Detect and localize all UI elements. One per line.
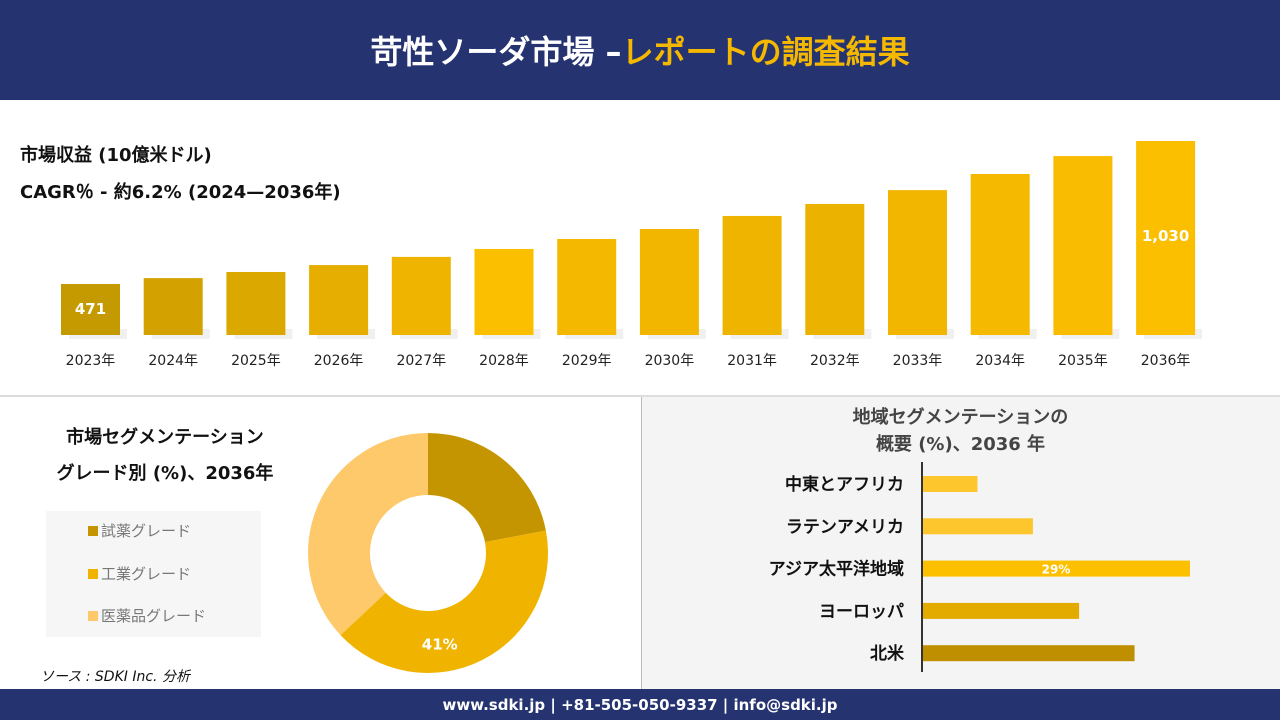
legend-swatch (88, 525, 98, 536)
footer-contact: www.sdki.jp | +81-505-050-9337 | info@sd… (0, 689, 1280, 720)
title-accent: レポートの調査結果 (621, 33, 910, 71)
region-panel (641, 397, 1280, 689)
donut-slice (340, 530, 548, 673)
x-tick-label: 2028年 (479, 353, 529, 369)
region-title: 地域セグメンテーションの 概要 (%)、2036 年 (641, 404, 1280, 458)
region-label: ラテンアメリカ (786, 517, 904, 537)
grade-title-line1: 市場セグメンテーション (66, 427, 264, 448)
bar (639, 229, 699, 335)
title-main: 苛性ソーダ市場 – (370, 33, 622, 71)
bar (1136, 141, 1196, 335)
region-bar (922, 518, 1033, 535)
source-note: ソース : SDKI Inc. 分析 (40, 669, 190, 685)
x-tick-label: 2030年 (645, 353, 695, 369)
bar (970, 174, 1030, 335)
x-tick-label: 2033年 (893, 353, 943, 369)
x-tick-label: 2031年 (727, 353, 777, 369)
region-label: アジア太平洋地域 (769, 559, 904, 580)
region-bar (922, 476, 978, 492)
bar (61, 284, 120, 335)
bar (143, 278, 203, 335)
slice-data-label: 41% (422, 635, 458, 653)
x-tick-label: 2034年 (975, 353, 1025, 369)
legend-label: 試薬グレード (101, 522, 192, 540)
x-tick-label: 2032年 (810, 353, 860, 369)
legend-label: 医薬品グレード (101, 607, 207, 625)
x-tick-label: 2036年 (1141, 353, 1191, 369)
donut-slice (308, 433, 428, 636)
report-header: 苛性ソーダ市場 – レポートの調査結果 (0, 0, 1280, 100)
grade-title-line2: グレード別 (%)、2036年 (56, 463, 274, 484)
bar (226, 271, 286, 335)
bar (1053, 156, 1113, 335)
x-tick-label: 2029年 (562, 353, 612, 369)
bar (309, 265, 369, 335)
legend-label: 工業グレード (101, 565, 192, 583)
grade-donut-chart: 41% (308, 433, 548, 673)
bar (888, 190, 947, 335)
cagr-label: CAGR％ - 約6.2% (2024—2036年) (20, 182, 341, 203)
bar-data-label: 29% (1042, 563, 1071, 577)
legend-item: 試薬グレード (88, 520, 191, 541)
divider (0, 395, 1280, 397)
region-bar (922, 602, 1080, 619)
x-tick-label: 2027年 (396, 353, 446, 369)
region-title-line2: 概要 (%)、2036 年 (875, 434, 1046, 455)
legend-item: 医薬品グレード (88, 605, 206, 626)
bar-data-label: 1,030 (1142, 227, 1189, 245)
region-bar (922, 645, 1135, 662)
x-tick-label: 2025年 (231, 353, 281, 369)
bar (805, 203, 865, 335)
region-bar (922, 560, 1190, 577)
legend-swatch (88, 568, 98, 579)
grade-title: 市場セグメンテーション グレード別 (%)、2036年 (30, 420, 300, 492)
region-label: ヨーロッパ (819, 602, 904, 622)
revenue-label: 市場収益 (10億米ドル) (20, 145, 212, 166)
region-label: 北米 (870, 643, 905, 664)
x-tick-label: 2035年 (1058, 353, 1108, 369)
bar (391, 256, 451, 335)
region-title-line1: 地域セグメンテーションの (852, 407, 1069, 428)
bar (557, 238, 617, 335)
region-label: 中東とアフリカ (785, 474, 904, 495)
x-tick-label: 2024年 (148, 353, 198, 369)
bar (474, 248, 534, 335)
revenue-bar-chart: 2023年 471 2024年 2025年 2026年 2027年 2028年 2029年 20… (61, 141, 1203, 369)
legend-swatch (88, 610, 98, 621)
bar-data-label: 471 (75, 300, 106, 318)
donut-slice (428, 433, 546, 543)
x-tick-label: 2023年 (66, 353, 116, 369)
legend-item: 工業グレード (88, 563, 191, 584)
grade-legend: 試薬グレード 工業グレード 医薬品グレード (46, 511, 261, 637)
bar (722, 215, 782, 335)
x-tick-label: 2026年 (314, 353, 364, 369)
